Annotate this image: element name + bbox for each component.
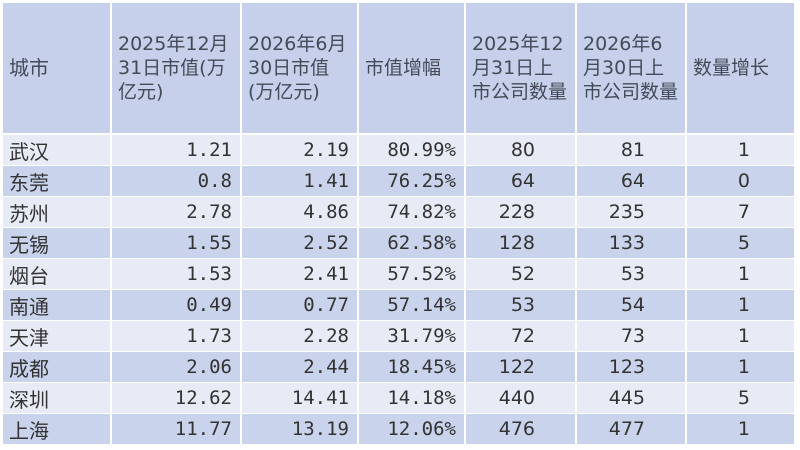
count-2026-cell: 54 [576,289,687,321]
header-company-count-2025: 2025年12月31日上市公司数量 [465,3,577,135]
count-2025-cell: 228 [465,196,577,228]
city-cell: 天津 [3,320,112,352]
table-row: 南通 0.49 0.77 57.14% 53 54 1 [3,289,796,321]
count-2025-cell: 122 [465,351,577,383]
count-2026-cell: 235 [576,196,687,228]
header-market-cap-growth: 市值增幅 [358,3,466,135]
city-cell: 深圳 [3,382,112,414]
table-header: 城市 2025年12月31日市值(万亿元) 2026年6月30日市值 (万亿元)… [3,3,796,135]
header-row: 城市 2025年12月31日市值(万亿元) 2026年6月30日市值 (万亿元)… [3,3,796,135]
count-2026-cell: 445 [576,382,687,414]
market-cap-2026-cell: 13.19 [241,413,359,445]
header-company-count-2026: 2026年6月30日上市公司数量 [576,3,687,135]
table-row: 东莞 0.8 1.41 76.25% 64 64 0 [3,165,796,197]
count-2025-cell: 64 [465,165,577,197]
growth-cell: 62.58% [358,227,466,259]
count-growth-cell: 7 [686,196,796,228]
market-cap-2026-cell: 2.44 [241,351,359,383]
city-cell: 武汉 [3,134,112,166]
market-cap-2025-cell: 0.8 [111,165,242,197]
count-growth-cell: 1 [686,258,796,290]
count-growth-cell: 0 [686,165,796,197]
market-cap-2025-cell: 0.49 [111,289,242,321]
count-2026-cell: 133 [576,227,687,259]
city-cell: 成都 [3,351,112,383]
market-cap-2025-cell: 11.77 [111,413,242,445]
count-growth-cell: 5 [686,227,796,259]
market-cap-2025-cell: 1.53 [111,258,242,290]
market-cap-2026-cell: 14.41 [241,382,359,414]
market-cap-2026-cell: 2.28 [241,320,359,352]
count-2026-cell: 81 [576,134,687,166]
header-market-cap-2026: 2026年6月30日市值 (万亿元) [241,3,359,135]
growth-cell: 18.45% [358,351,466,383]
growth-cell: 74.82% [358,196,466,228]
count-2025-cell: 52 [465,258,577,290]
market-cap-2025-cell: 12.62 [111,382,242,414]
table-row: 深圳 12.62 14.41 14.18% 440 445 5 [3,382,796,414]
table-row: 无锡 1.55 2.52 62.58% 128 133 5 [3,227,796,259]
growth-cell: 57.52% [358,258,466,290]
header-city: 城市 [3,3,112,135]
count-growth-cell: 1 [686,289,796,321]
market-cap-2026-cell: 4.86 [241,196,359,228]
count-2026-cell: 477 [576,413,687,445]
market-cap-2026-cell: 2.52 [241,227,359,259]
city-cell: 上海 [3,413,112,445]
table-row: 成都 2.06 2.44 18.45% 122 123 1 [3,351,796,383]
market-cap-2025-cell: 1.55 [111,227,242,259]
count-2025-cell: 440 [465,382,577,414]
market-cap-2026-cell: 2.19 [241,134,359,166]
market-cap-2025-cell: 1.73 [111,320,242,352]
city-cell: 烟台 [3,258,112,290]
count-2025-cell: 72 [465,320,577,352]
count-2025-cell: 476 [465,413,577,445]
count-2026-cell: 64 [576,165,687,197]
table-row: 天津 1.73 2.28 31.79% 72 73 1 [3,320,796,352]
city-cell: 东莞 [3,165,112,197]
table-row: 上海 11.77 13.19 12.06% 476 477 1 [3,413,796,445]
count-2026-cell: 53 [576,258,687,290]
header-market-cap-2025: 2025年12月31日市值(万亿元) [111,3,242,135]
market-cap-2026-cell: 2.41 [241,258,359,290]
city-cell: 无锡 [3,227,112,259]
count-2026-cell: 73 [576,320,687,352]
growth-cell: 12.06% [358,413,466,445]
market-cap-2025-cell: 2.06 [111,351,242,383]
count-2025-cell: 53 [465,289,577,321]
growth-cell: 31.79% [358,320,466,352]
market-cap-2026-cell: 0.77 [241,289,359,321]
market-cap-table: 城市 2025年12月31日市值(万亿元) 2026年6月30日市值 (万亿元)… [3,3,796,445]
count-growth-cell: 1 [686,351,796,383]
count-growth-cell: 1 [686,413,796,445]
table-body: 武汉 1.21 2.19 80.99% 80 81 1 东莞 0.8 1.41 76.25% 64 64… [3,134,796,445]
count-growth-cell: 1 [686,320,796,352]
count-2026-cell: 123 [576,351,687,383]
count-growth-cell: 1 [686,134,796,166]
count-2025-cell: 128 [465,227,577,259]
city-cell: 苏州 [3,196,112,228]
table-row: 烟台 1.53 2.41 57.52% 52 53 1 [3,258,796,290]
table-row: 苏州 2.78 4.86 74.82% 228 235 7 [3,196,796,228]
header-count-growth: 数量增长 [686,3,796,135]
growth-cell: 80.99% [358,134,466,166]
market-cap-2025-cell: 1.21 [111,134,242,166]
growth-cell: 57.14% [358,289,466,321]
count-growth-cell: 5 [686,382,796,414]
market-cap-2026-cell: 1.41 [241,165,359,197]
table-row: 武汉 1.21 2.19 80.99% 80 81 1 [3,134,796,166]
growth-cell: 76.25% [358,165,466,197]
city-cell: 南通 [3,289,112,321]
count-2025-cell: 80 [465,134,577,166]
market-cap-2025-cell: 2.78 [111,196,242,228]
growth-cell: 14.18% [358,382,466,414]
